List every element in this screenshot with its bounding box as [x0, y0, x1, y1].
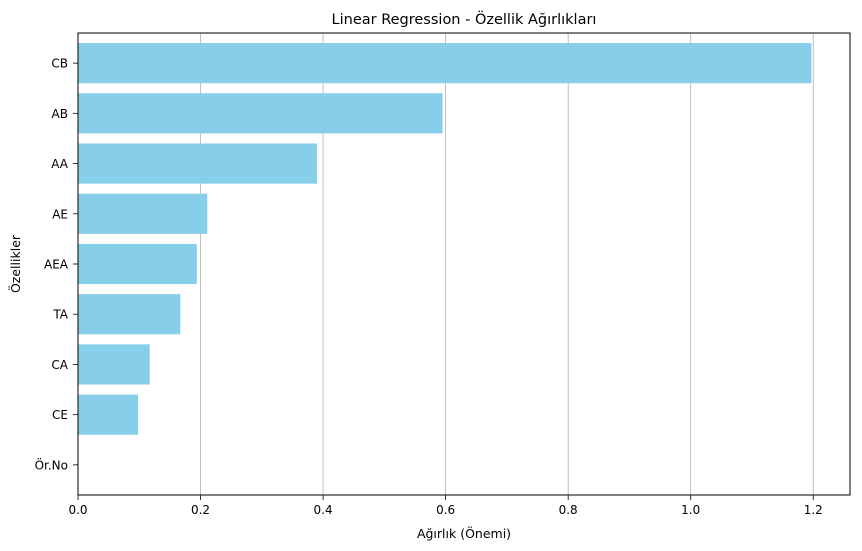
bar-aa — [78, 143, 317, 184]
y-tick-label: AEA — [44, 258, 69, 272]
x-axis-label: Ağırlık (Önemi) — [417, 525, 511, 541]
x-tick-label: 0.2 — [191, 503, 210, 517]
y-tick-label: AA — [51, 157, 69, 171]
bar-ta — [78, 294, 181, 335]
x-tick-label: 1.0 — [681, 503, 700, 517]
bar-ab — [78, 93, 443, 134]
y-axis-label: Özellikler — [7, 234, 23, 293]
y-axis-ticks: CB AB AA AE AEA TA CA CE Ör.No — [35, 57, 78, 472]
y-tick-label: CB — [51, 57, 68, 71]
y-tick-label: CE — [52, 408, 68, 422]
y-tick-label: TA — [52, 308, 68, 322]
y-tick-label: AB — [52, 107, 68, 121]
x-tick-label: 1.2 — [804, 503, 823, 517]
bars — [78, 43, 812, 435]
x-axis-ticks: 0.0 0.2 0.4 0.6 0.8 1.0 1.2 — [68, 495, 823, 517]
x-tick-label: 0.4 — [314, 503, 333, 517]
y-tick-label: Ör.No — [35, 456, 68, 472]
x-tick-label: 0.8 — [559, 503, 578, 517]
bar-cb — [78, 43, 812, 84]
x-tick-label: 0.0 — [68, 503, 87, 517]
bar-ce — [78, 394, 139, 435]
bar-ae — [78, 193, 208, 234]
y-tick-label: AE — [52, 207, 68, 221]
y-tick-label: CA — [51, 358, 68, 372]
chart-title: Linear Regression - Özellik Ağırlıkları — [332, 10, 597, 28]
x-tick-label: 0.6 — [436, 503, 455, 517]
bar-ca — [78, 344, 150, 385]
bar-aea — [78, 243, 197, 285]
